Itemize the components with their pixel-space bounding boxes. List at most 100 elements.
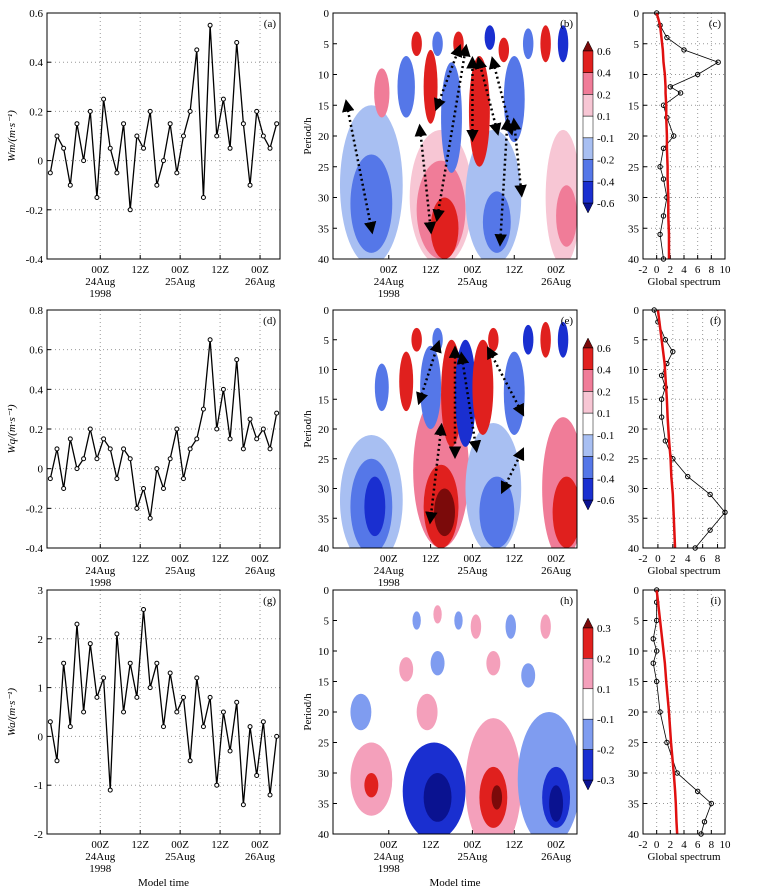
data-point [194,675,200,681]
data-point [134,505,140,511]
y-tick-label: 35 [318,799,330,811]
data-point [274,733,280,739]
colorbar-cap [582,202,594,214]
x-tick-label: 00Z 24Aug 1998 [85,264,115,300]
contour-region [397,56,415,118]
spectrum-point [660,176,667,182]
colorbar-box [582,658,594,690]
contour-region [412,611,421,630]
data-point [180,133,186,139]
data-point [127,660,133,666]
data-point [121,446,127,452]
y-tick-label: 10 [628,646,640,658]
data-point [121,121,127,127]
x-tick-label: 4 [685,553,691,565]
y-tick-label: 10 [318,70,330,82]
y-tick-label: 20 [628,424,640,436]
colorbar-label: -0.4 [597,473,615,485]
y-tick-label: 15 [318,677,330,689]
contour-region [479,476,515,548]
arrow [456,351,482,454]
data-point [94,694,100,700]
y-tick-label: 25 [318,454,330,466]
y-axis-label: Wm/(m·s⁻¹) [6,110,18,162]
colorbar-box [582,159,594,182]
spectrum-point [670,348,676,355]
contour-region [468,56,490,167]
contour-region [486,651,501,676]
data-point [194,47,200,53]
data-point [234,699,240,705]
spectrum-point [658,372,665,379]
y-axis-label: Period/h [302,693,314,731]
y-axis-label: Wq/(m·s⁻¹) [6,404,18,453]
data-point [101,436,107,442]
contour-region [521,663,536,688]
y-tick-label: 35 [628,223,640,235]
y-tick-label: 15 [318,100,330,112]
data-point [200,195,206,200]
data-point [247,416,253,422]
y-tick-label: 10 [318,365,330,377]
x-tick-label: 00Z 25Aug [165,553,195,577]
y-tick-label: 0.4 [29,57,43,69]
data-point [220,709,226,715]
x-tick-label: 00Z 25Aug [165,264,195,288]
data-point [234,40,240,46]
data-point [254,436,260,442]
data-point [54,133,60,139]
data-point [54,446,60,452]
panel-label: (f) [710,315,721,327]
y-tick-label: 40 [318,829,330,841]
colorbar-label: 0.2 [597,653,611,665]
data-point [207,22,213,28]
colorbar-box [582,137,594,160]
contour-region [557,25,569,63]
data-point [47,476,53,482]
spectrum-point [664,34,670,41]
colorbar-box [582,369,594,392]
x-tick-label: -2 [638,264,647,276]
x-tick-label: 00Z 24Aug 1998 [85,839,115,875]
y-tick-label: 20 [628,707,640,719]
data-point [121,709,127,715]
data-point [254,108,260,114]
contour-region [482,191,511,253]
colorbar-box [582,478,594,501]
contour-region [484,25,496,50]
contour-region [399,351,414,412]
data-point [267,792,273,798]
data-point [234,357,240,363]
y-tick-label: 25 [318,738,330,750]
colorbar-label: 0.3 [597,623,611,635]
panel-label: (a) [264,18,277,30]
y-tick-label: 30 [628,768,640,780]
contour-region [549,785,564,822]
significance-line [656,309,677,549]
y-tick-label: 20 [318,707,330,719]
x-tick-label: 12Z [211,839,229,851]
series-line [49,25,278,210]
data-point [227,145,233,151]
x-tick-label: 12Z [211,553,229,565]
data-point [154,466,160,472]
data-point [154,182,160,188]
data-point [220,96,226,102]
colorbar-box [582,115,594,139]
data-point [47,719,53,725]
y-tick-label: 0.8 [29,305,43,317]
y-tick-label: 0.4 [29,384,43,396]
spectrum-line [652,590,712,835]
x-tick-label: 12Z [131,839,149,851]
data-point [167,670,173,676]
y-tick-label: 35 [628,513,640,525]
x-tick-label: 00Z 26Aug [541,839,571,863]
data-point [174,709,180,715]
contour-region [416,693,438,731]
panel-label: (g) [263,595,276,607]
x-tick-label: 12Z [211,264,229,276]
axes-frame [642,589,726,835]
y-tick-label: 0 [38,464,44,476]
y-tick-label: 30 [628,193,640,205]
